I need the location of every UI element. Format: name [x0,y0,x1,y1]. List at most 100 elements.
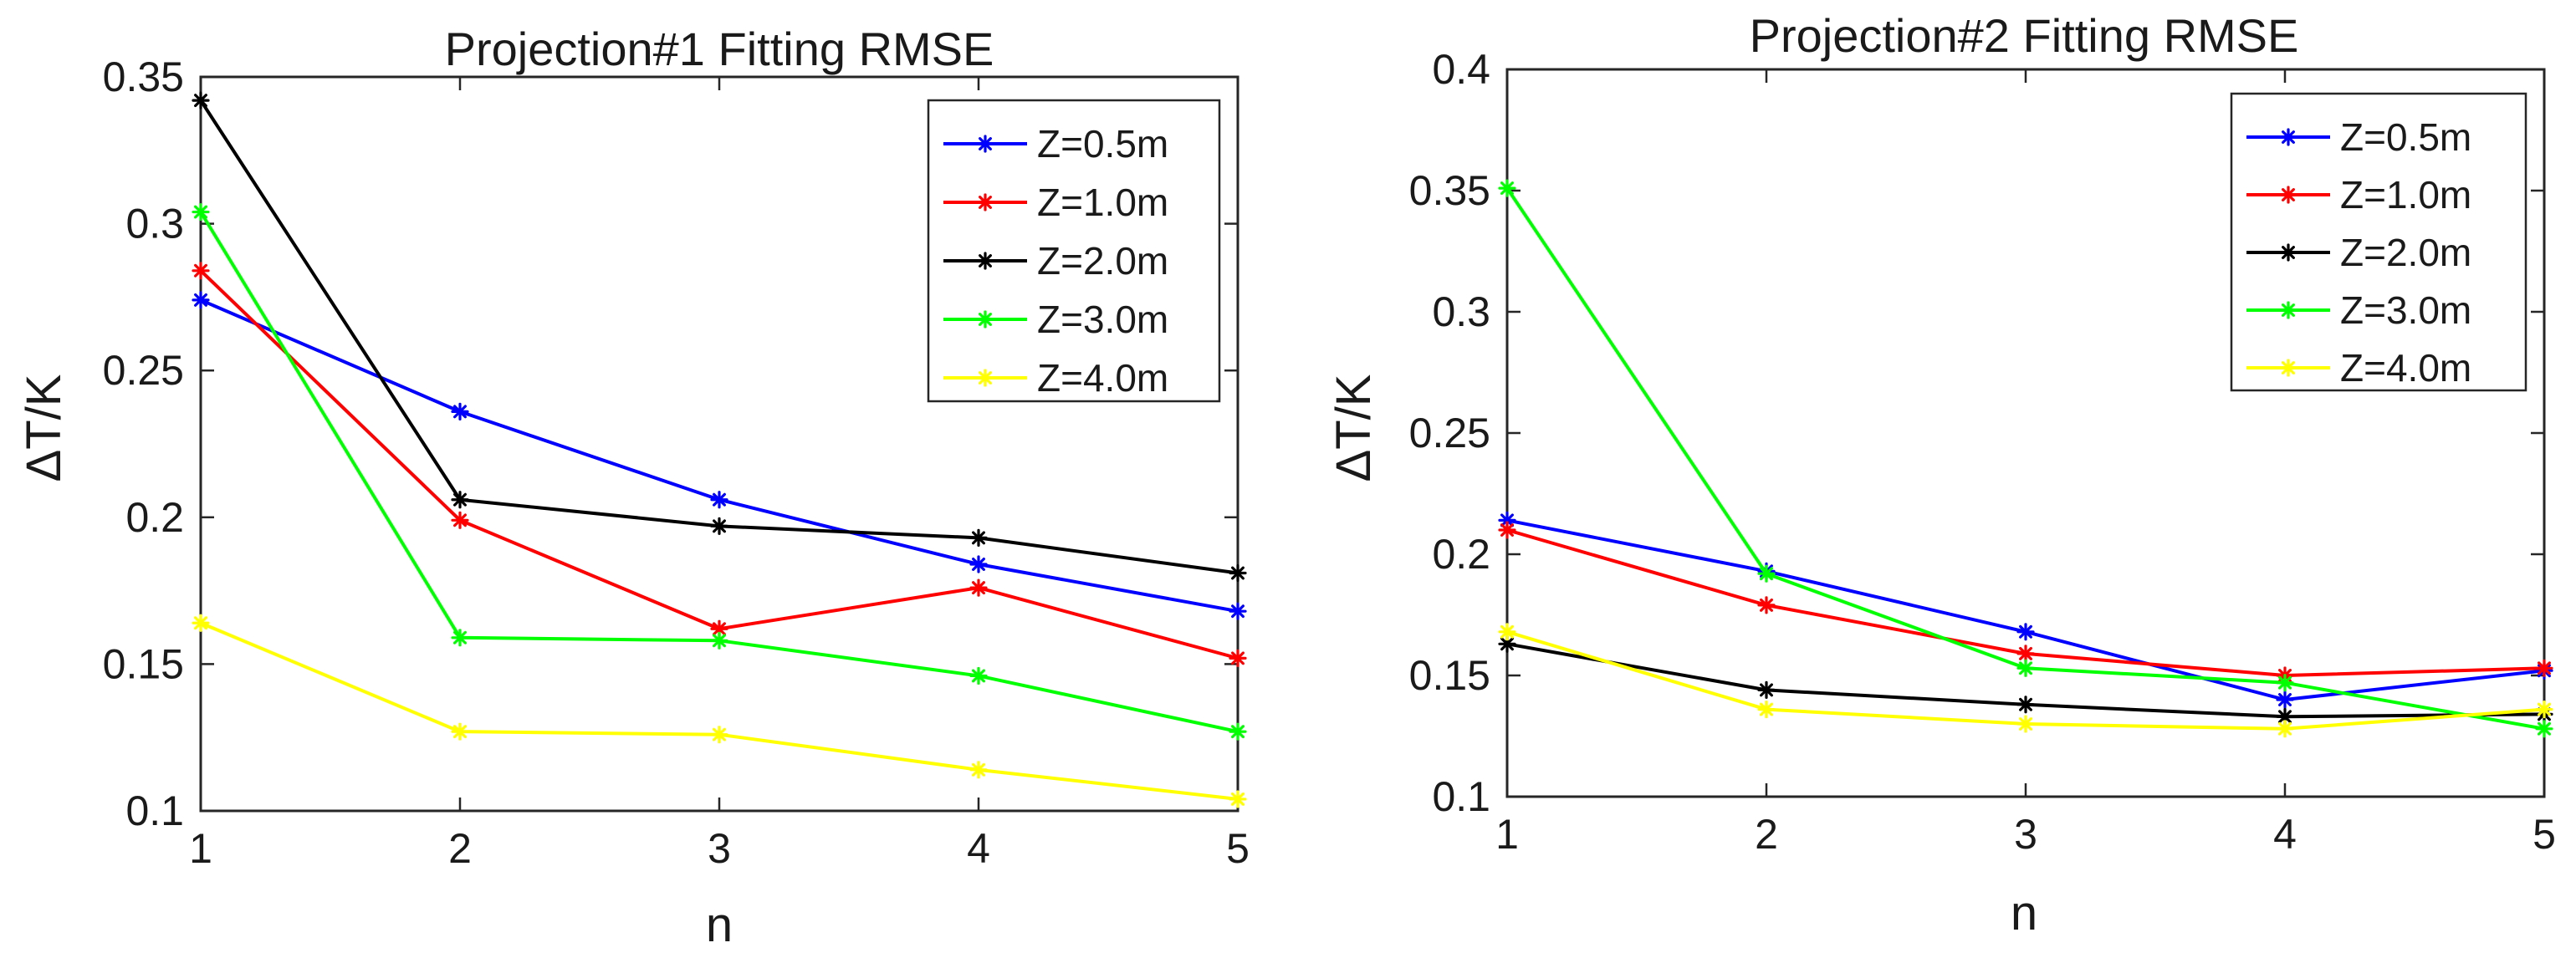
data-point [710,491,728,509]
x-tick-label: 4 [2273,811,2297,858]
legend-label: Z=3.0m [1037,298,1168,341]
data-point [192,91,210,110]
data-point [2535,720,2553,738]
y-axis-label: ΔT/K [17,374,71,482]
data-point [2276,720,2294,738]
legend-entry: Z=2.0m [943,239,1168,283]
data-point [1229,563,1247,583]
data-point [969,761,988,779]
legend-box [927,99,1221,403]
x-tick-label: 3 [708,825,731,872]
data-point [451,491,469,509]
x-axis-label: n [706,898,733,952]
data-point [2535,700,2553,719]
data-point [451,629,469,647]
legend-entry: Z=0.5m [2246,115,2471,159]
data-point [710,517,728,535]
data-point [969,666,988,685]
data-point [1757,596,1776,614]
data-point [2016,623,2035,641]
x-tick-label: 3 [2014,811,2037,858]
y-tick-label: 0.2 [1432,531,1490,578]
data-point [969,555,988,573]
data-point [2016,696,2035,714]
x-tick-label: 2 [448,825,472,872]
y-tick-label: 0.25 [103,347,184,394]
data-point [969,528,988,547]
y-axis-label: ΔT/K [1326,374,1381,482]
legend-label: Z=1.0m [2340,173,2471,217]
legend-marker [2279,186,2297,204]
legend-label: Z=1.0m [1037,181,1168,224]
legend-marker [976,135,994,153]
data-point [2276,707,2294,726]
legend-entry: Z=4.0m [2246,346,2471,390]
data-point [2016,659,2035,677]
y-tick-label: 0.15 [1409,652,1490,699]
legend-marker [976,193,994,211]
data-point [2535,659,2553,677]
y-tick-label: 0.1 [1432,773,1490,820]
y-tick-label: 0.25 [1409,410,1490,456]
series-Z=3.0m [1498,179,2553,738]
legend-label: Z=0.5m [2340,115,2471,159]
data-point [1229,722,1247,741]
series-Z=2.0m [192,91,1247,583]
legend: Z=0.5m Z=1.0m Z=2.0m Z=3.0m Z=4.0m [927,99,1221,403]
data-point [969,578,988,597]
data-point [1229,649,1247,667]
data-point [192,202,210,222]
data-point [451,511,469,529]
chart-title: Projection#2 Fitting RMSE [1750,9,2299,62]
data-point [1229,790,1247,808]
legend-marker [2279,301,2297,319]
legend-entry: Z=1.0m [943,181,1168,224]
x-tick-label: 5 [1226,825,1250,872]
legend-marker [2279,359,2297,377]
y-tick-label: 0.2 [125,494,184,541]
legend-marker [976,252,994,270]
data-point [2276,690,2294,709]
series-Z=0.5m [192,291,1247,620]
y-tick-label: 0.4 [1432,46,1490,93]
data-point [1757,700,1776,719]
x-axis-label: n [2011,886,2037,940]
legend-label: Z=0.5m [1037,122,1168,166]
legend-entry: Z=0.5m [943,122,1168,166]
data-point [710,631,728,650]
x-tick-label: 5 [2533,811,2556,858]
legend-marker [976,369,994,387]
legend-marker [976,310,994,329]
x-tick-label: 1 [189,825,212,872]
data-point [2276,674,2294,692]
series-Z=4.0m [1498,623,2553,738]
x-tick-label: 2 [1755,811,1778,858]
series-Z=3.0m [192,202,1247,741]
data-point [1757,564,1776,583]
data-point [192,262,210,280]
chart-projection-2: Projection#2 Fitting RMSE ΔT/K n 1 2 3 4 5 0.… [1326,9,2556,940]
legend-label: Z=2.0m [2340,231,2471,274]
legend-entry: Z=3.0m [2246,288,2471,332]
data-point [1229,602,1247,620]
legend-label: Z=3.0m [2340,288,2471,332]
data-point [1498,179,1516,197]
x-tick-label: 1 [1495,811,1519,858]
legend-entry: Z=4.0m [943,356,1168,400]
data-point [192,614,210,632]
data-point [1498,623,1516,641]
legend-label: Z=4.0m [2340,346,2471,390]
series-Z=2.0m [1498,634,2553,726]
data-point [451,402,469,420]
legend-marker [2279,243,2297,262]
legend-box [2230,92,2527,392]
data-point [192,291,210,309]
legend: Z=0.5m Z=1.0m Z=2.0m Z=3.0m Z=4.0m [2230,92,2527,392]
legend-entry: Z=2.0m [2246,231,2471,274]
data-point [2016,715,2035,733]
chart-title: Projection#1 Fitting RMSE [445,23,994,75]
y-tick-label: 0.3 [125,201,184,247]
y-tick-label: 0.35 [1409,167,1490,214]
data-point [451,722,469,741]
y-tick-label: 0.1 [125,787,184,834]
